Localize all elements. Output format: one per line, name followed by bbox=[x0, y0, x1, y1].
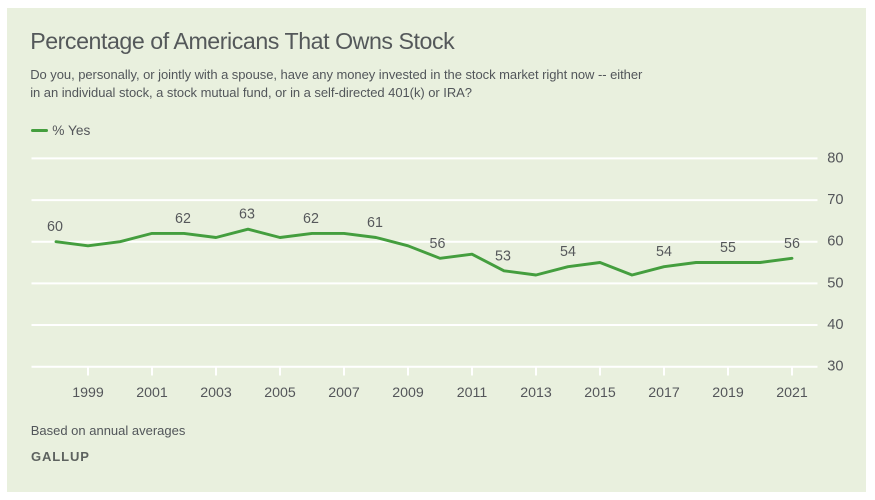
svg-text:70: 70 bbox=[827, 192, 843, 208]
svg-text:56: 56 bbox=[784, 236, 800, 252]
svg-text:2013: 2013 bbox=[520, 385, 552, 401]
svg-text:2015: 2015 bbox=[584, 385, 616, 401]
svg-text:60: 60 bbox=[47, 219, 63, 235]
svg-text:1999: 1999 bbox=[72, 385, 104, 401]
svg-text:2007: 2007 bbox=[328, 385, 360, 401]
svg-text:56: 56 bbox=[430, 236, 446, 252]
svg-text:2011: 2011 bbox=[457, 385, 488, 401]
svg-text:80: 80 bbox=[827, 150, 843, 166]
svg-text:53: 53 bbox=[495, 248, 511, 264]
svg-text:54: 54 bbox=[656, 244, 672, 260]
svg-text:2017: 2017 bbox=[648, 385, 680, 401]
svg-text:50: 50 bbox=[827, 275, 843, 291]
svg-text:60: 60 bbox=[827, 234, 843, 250]
svg-text:2003: 2003 bbox=[200, 385, 232, 401]
svg-text:62: 62 bbox=[175, 211, 191, 227]
svg-text:40: 40 bbox=[827, 317, 843, 333]
svg-text:63: 63 bbox=[239, 207, 255, 223]
svg-text:54: 54 bbox=[560, 244, 576, 260]
svg-text:61: 61 bbox=[367, 215, 383, 231]
svg-text:2021: 2021 bbox=[776, 385, 808, 401]
svg-text:2001: 2001 bbox=[136, 385, 168, 401]
svg-text:30: 30 bbox=[827, 359, 843, 375]
svg-text:2009: 2009 bbox=[392, 385, 424, 401]
svg-text:55: 55 bbox=[720, 240, 736, 256]
svg-text:2005: 2005 bbox=[264, 385, 296, 401]
svg-text:2019: 2019 bbox=[712, 385, 744, 401]
svg-text:62: 62 bbox=[303, 211, 319, 227]
